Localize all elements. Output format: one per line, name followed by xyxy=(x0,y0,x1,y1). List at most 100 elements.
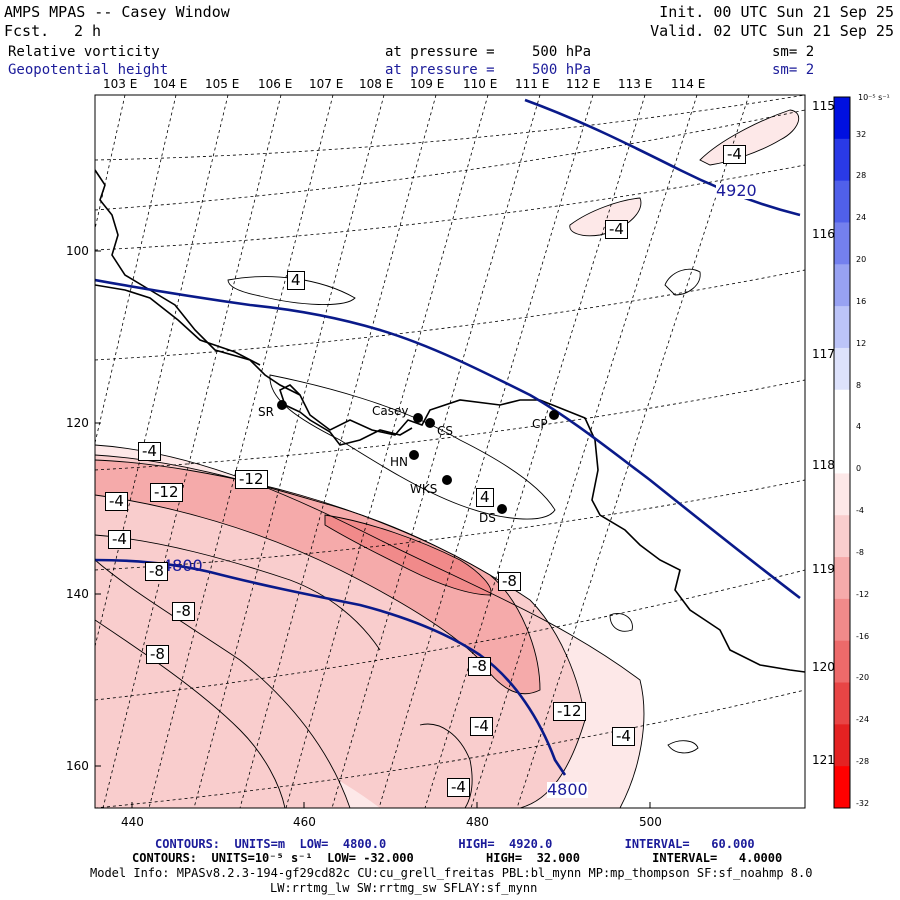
field2-level: 500 hPa xyxy=(532,62,592,78)
longitude-label-top: 107 E xyxy=(309,77,344,91)
longitude-label-top: 103 E xyxy=(103,77,138,91)
vorticity-label: -4 xyxy=(138,442,161,461)
field2-level-label: at pressure = xyxy=(385,62,495,78)
height-label: 4800 xyxy=(162,556,203,575)
meridian-line xyxy=(95,95,177,445)
chart-title: AMPS MPAS -- Casey Window xyxy=(4,3,230,21)
vort-fill-ne-blob2 xyxy=(569,198,641,236)
longitude-label-top: 104 E xyxy=(153,77,188,91)
x-tick: 480 xyxy=(466,815,489,829)
vorticity-label: -8 xyxy=(498,572,521,591)
station-marker xyxy=(549,410,559,420)
meridian-line xyxy=(424,95,646,808)
footer-height-contours: CONTOURS: UNITS=m LOW= 4800.0 HIGH= 4920… xyxy=(155,837,755,851)
longitude-label-right: 119 E xyxy=(812,562,847,576)
station-label-wks: WKS xyxy=(410,482,438,496)
init-time: Init. 00 UTC Sun 21 Sep 25 xyxy=(659,3,894,21)
meridian-line xyxy=(331,95,541,808)
forecast-hour: 2 h xyxy=(74,22,102,40)
coastline-main xyxy=(95,169,805,673)
latitude-line xyxy=(95,379,805,471)
colorbar-tick: 24 xyxy=(856,213,867,223)
colorbar-tick: 12 xyxy=(856,338,867,348)
colorbar-tick: 28 xyxy=(856,171,867,181)
latitude-line xyxy=(95,109,805,211)
station-marker xyxy=(425,418,435,428)
station-label-casey: Casey xyxy=(372,404,409,418)
longitude-label-right: 116 E xyxy=(812,227,847,241)
forecast-label: Fcst. xyxy=(4,22,50,40)
vorticity-label: 4 xyxy=(287,271,305,290)
colorbar-unit: 10⁻⁵ s⁻¹ xyxy=(858,93,890,102)
axis-ticks xyxy=(95,250,651,808)
longitude-label-top: 108 E xyxy=(359,77,394,91)
colorbar-tick: 0 xyxy=(856,464,862,474)
plot-frame xyxy=(94,94,806,809)
station-marker xyxy=(442,475,452,485)
field1-name: Relative vorticity xyxy=(8,44,160,60)
vorticity-label: -4 xyxy=(108,530,131,549)
vorticity-label: -8 xyxy=(172,602,195,621)
longitude-label-right: 115 E xyxy=(812,99,847,113)
meridian-line xyxy=(102,95,282,808)
y-tick: 120 xyxy=(66,416,89,430)
height-label: 4800 xyxy=(547,780,588,799)
x-tick: 500 xyxy=(639,815,662,829)
vorticity-label: -4 xyxy=(605,220,628,239)
coastline-inner xyxy=(95,284,261,366)
footer-model-info: Model Info: MPASv8.2.3-194-gf29cd82c CU:… xyxy=(90,866,813,880)
colorbar-tick: 4 xyxy=(856,422,862,432)
vorticity-label: -8 xyxy=(468,657,491,676)
height-contour-4920-ne xyxy=(524,98,801,217)
meridian-line xyxy=(470,95,698,808)
colorbar-tick: 32 xyxy=(856,129,867,139)
height-contours xyxy=(95,98,801,776)
y-tick: 160 xyxy=(66,759,89,773)
meridian-line xyxy=(95,95,126,231)
station-label-cs: CS xyxy=(437,424,453,438)
vort-contour xyxy=(609,613,633,632)
height-contour-4800 xyxy=(95,558,567,776)
station-label-sr: SR xyxy=(258,405,274,419)
meridian-line xyxy=(378,95,594,808)
longitude-label-right: 121 E xyxy=(812,753,847,767)
longitude-label-top: 109 E xyxy=(410,77,445,91)
vort-fill-minus16 xyxy=(325,515,491,595)
vorticity-label: -12 xyxy=(235,470,268,489)
footer-vorticity-contours: CONTOURS: UNITS=10⁻⁵ s⁻¹ LOW= -32.000 HI… xyxy=(132,851,783,865)
x-tick: 460 xyxy=(293,815,316,829)
longitude-label-top: 111 E xyxy=(515,77,550,91)
vort-contour xyxy=(419,723,473,808)
vort-contour xyxy=(269,374,556,520)
station-label-hn: HN xyxy=(390,455,408,469)
height-contour-4920 xyxy=(95,278,801,600)
colorbar-tick: -24 xyxy=(856,715,870,725)
field2-name: Geopotential height xyxy=(8,62,169,78)
graticule xyxy=(95,95,805,808)
vort-contour xyxy=(324,514,492,596)
latitude-line xyxy=(95,269,805,361)
station-marker xyxy=(413,413,423,423)
station-label-cp: CP xyxy=(532,417,548,431)
vort-contour xyxy=(664,268,701,296)
meridian-line xyxy=(516,95,750,808)
longitude-label-top: 110 E xyxy=(463,77,498,91)
vort-contour xyxy=(569,197,642,237)
colorbar-tick: 20 xyxy=(856,255,867,265)
x-tick: 440 xyxy=(121,815,144,829)
vorticity-label: -12 xyxy=(150,483,183,502)
colorbar-tick: -8 xyxy=(856,547,864,557)
field2-smoothing: sm= 2 xyxy=(772,62,815,78)
station-label-ds: DS xyxy=(479,511,496,525)
field1-smoothing: sm= 2 xyxy=(772,44,815,60)
y-tick: 100 xyxy=(66,244,89,258)
longitude-label-top: 113 E xyxy=(618,77,653,91)
valid-time: Valid. 02 UTC Sun 21 Sep 25 xyxy=(650,22,894,40)
vort-contour xyxy=(95,444,645,808)
colorbar-tick: -28 xyxy=(856,756,870,766)
vorticity-fill xyxy=(95,110,799,808)
vorticity-label: -4 xyxy=(105,492,128,511)
footer-physics-info: LW:rrtmg_lw SW:rrtmg_sw SFLAY:sf_mynn xyxy=(270,881,538,895)
field1-level: 500 hPa xyxy=(532,44,592,60)
